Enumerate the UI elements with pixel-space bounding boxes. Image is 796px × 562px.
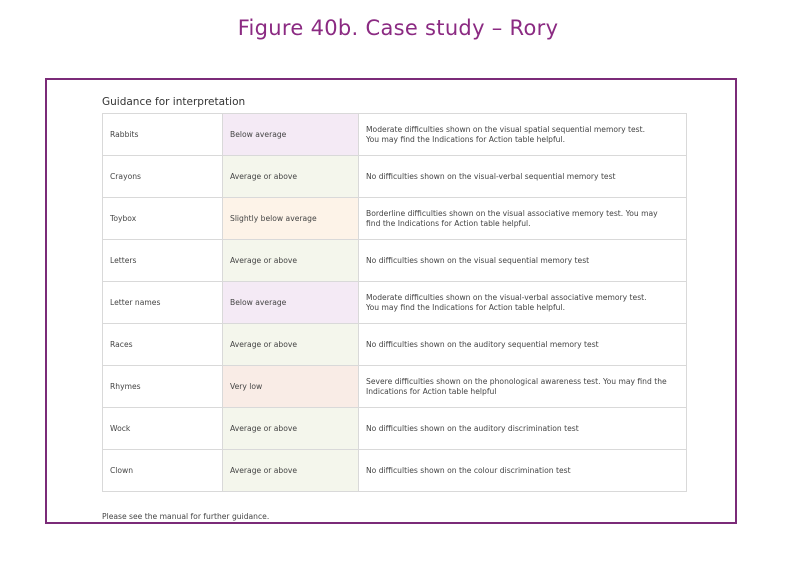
description-cell: Moderate difficulties shown on the visua… xyxy=(358,113,687,156)
description-line: No difficulties shown on the visual-verb… xyxy=(366,171,616,181)
score-cell: Average or above xyxy=(222,323,359,366)
description-line: You may find the Indications for Action … xyxy=(366,302,566,312)
figure-title: Figure 40b. Case study – Rory xyxy=(237,16,559,40)
table-row: Clown Average or above No difficulties s… xyxy=(102,449,687,492)
score-cell: Average or above xyxy=(222,155,359,198)
table-row: Wock Average or above No difficulties sh… xyxy=(102,407,687,450)
test-name-cell: Clown xyxy=(102,449,223,492)
guidance-heading: Guidance for interpretation xyxy=(102,96,246,108)
description-line: Borderline difficulties shown on the vis… xyxy=(366,208,658,218)
description-cell: No difficulties shown on the visual-verb… xyxy=(358,155,687,198)
score-cell: Average or above xyxy=(222,239,359,282)
description-cell: No difficulties shown on the auditory di… xyxy=(358,407,687,450)
score-cell: Below average xyxy=(222,113,359,156)
description-line: No difficulties shown on the visual sequ… xyxy=(366,255,590,265)
description-cell: Borderline difficulties shown on the vis… xyxy=(358,197,687,240)
table-row: Rabbits Below average Moderate difficult… xyxy=(102,113,687,156)
test-name-cell: Rabbits xyxy=(102,113,223,156)
description-line: Severe difficulties shown on the phonolo… xyxy=(366,376,667,386)
score-cell: Below average xyxy=(222,281,359,324)
guidance-panel: Guidance for interpretation Rabbits Belo… xyxy=(45,78,737,524)
test-name-cell: Races xyxy=(102,323,223,366)
description-cell: Moderate difficulties shown on the visua… xyxy=(358,281,687,324)
score-cell: Average or above xyxy=(222,407,359,450)
score-cell: Slightly below average xyxy=(222,197,359,240)
description-line: No difficulties shown on the auditory se… xyxy=(366,339,599,349)
test-name-cell: Letters xyxy=(102,239,223,282)
description-line: Moderate difficulties shown on the visua… xyxy=(366,292,647,302)
table-row: Letters Average or above No difficulties… xyxy=(102,239,687,282)
description-cell: Severe difficulties shown on the phonolo… xyxy=(358,365,687,408)
description-line: Moderate difficulties shown on the visua… xyxy=(366,124,646,134)
test-name-cell: Wock xyxy=(102,407,223,450)
table-row: Rhymes Very low Severe difficulties show… xyxy=(102,365,687,408)
table-row: Letter names Below average Moderate diff… xyxy=(102,281,687,324)
description-line: No difficulties shown on the auditory di… xyxy=(366,423,579,433)
table-row: Crayons Average or above No difficulties… xyxy=(102,155,687,198)
footer-note: Please see the manual for further guidan… xyxy=(102,512,270,521)
description-line: You may find the Indications for Action … xyxy=(366,134,566,144)
description-line: No difficulties shown on the colour disc… xyxy=(366,465,571,475)
description-cell: No difficulties shown on the auditory se… xyxy=(358,323,687,366)
table-row: Races Average or above No difficulties s… xyxy=(102,323,687,366)
guidance-table: Rabbits Below average Moderate difficult… xyxy=(102,113,687,492)
table-row: Toybox Slightly below average Borderline… xyxy=(102,197,687,240)
test-name-cell: Letter names xyxy=(102,281,223,324)
test-name-cell: Crayons xyxy=(102,155,223,198)
score-cell: Average or above xyxy=(222,449,359,492)
description-line: Indications for Action table helpful xyxy=(366,386,497,396)
test-name-cell: Toybox xyxy=(102,197,223,240)
score-cell: Very low xyxy=(222,365,359,408)
description-cell: No difficulties shown on the colour disc… xyxy=(358,449,687,492)
test-name-cell: Rhymes xyxy=(102,365,223,408)
description-cell: No difficulties shown on the visual sequ… xyxy=(358,239,687,282)
description-line: find the Indications for Action table he… xyxy=(366,218,531,228)
